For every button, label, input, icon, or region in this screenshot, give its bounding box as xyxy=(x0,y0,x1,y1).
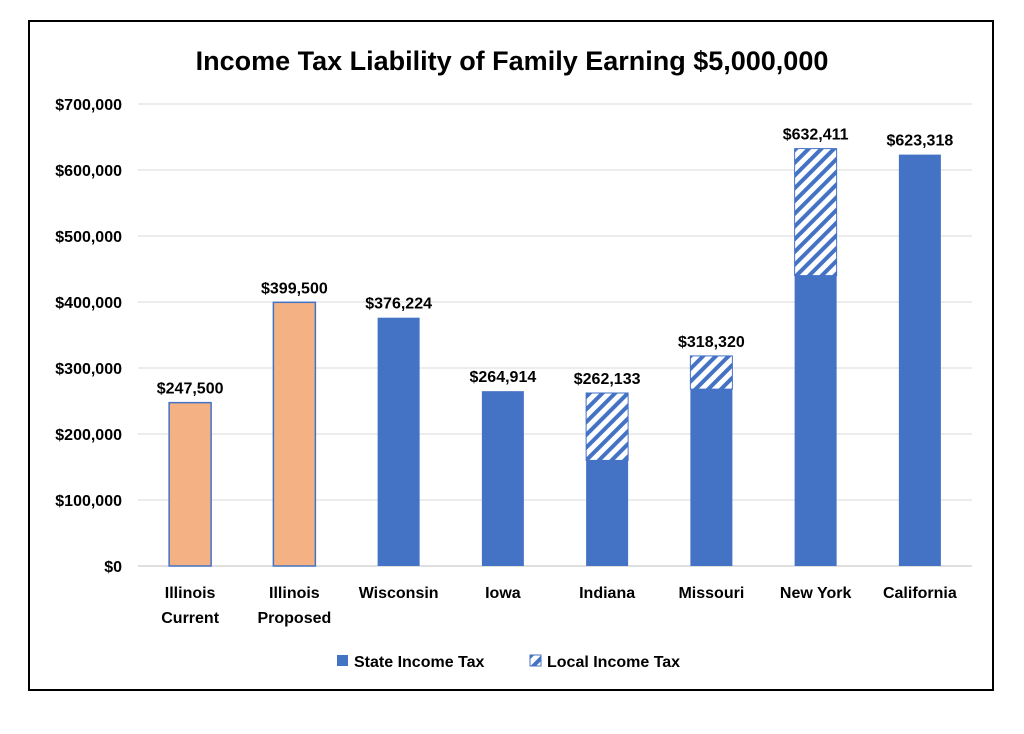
bar-local-tax xyxy=(689,355,733,390)
y-tick-label: $500,000 xyxy=(55,229,122,246)
gridlines xyxy=(138,103,972,567)
bar-local-tax xyxy=(794,148,838,277)
data-labels: $247,500 $399,500 $376,224 $264,914 $262,133… xyxy=(157,127,954,398)
bar-state-tax xyxy=(168,401,212,567)
x-tick-label: Illinois xyxy=(165,585,216,602)
bar-state-tax xyxy=(481,391,524,566)
data-label: $632,411 xyxy=(783,127,849,144)
bar-state-tax xyxy=(690,389,733,566)
bar-state-tax xyxy=(377,317,420,566)
y-tick-label: $400,000 xyxy=(55,295,122,312)
x-tick-label: Iowa xyxy=(485,585,521,602)
legend-label-state: State Income Tax xyxy=(354,654,485,671)
x-axis-ticks: Illinois Current Illinois Proposed Wisconsin… xyxy=(161,585,957,627)
legend-swatch-local xyxy=(529,654,542,667)
x-tick-label: California xyxy=(883,585,957,602)
y-tick-label: $100,000 xyxy=(55,493,122,510)
data-label: $399,500 xyxy=(261,280,328,297)
y-axis-ticks: $0 $100,000 $200,000 $300,000 $400,000 $500,0… xyxy=(55,97,122,576)
x-tick-label: Wisconsin xyxy=(359,585,439,602)
y-tick-label: $300,000 xyxy=(55,361,122,378)
data-label: $247,500 xyxy=(157,381,224,398)
bar-state-tax xyxy=(898,154,941,567)
legend-label-local: Local Income Tax xyxy=(547,654,680,671)
x-tick-label: Current xyxy=(161,610,219,627)
x-tick-label: Proposed xyxy=(257,610,331,627)
bar-state-tax xyxy=(794,275,837,566)
bar-state-tax xyxy=(586,460,629,566)
bar-state-tax xyxy=(272,301,317,567)
y-tick-label: $600,000 xyxy=(55,163,122,180)
y-tick-label: $0 xyxy=(104,559,122,576)
data-label: $262,133 xyxy=(574,371,641,388)
bars xyxy=(168,148,941,567)
data-label: $264,914 xyxy=(470,369,537,386)
legend: State Income Tax Local Income Tax xyxy=(337,654,680,671)
y-tick-label: $200,000 xyxy=(55,427,122,444)
x-tick-label: New York xyxy=(780,585,852,602)
x-tick-label: Illinois xyxy=(269,585,320,602)
y-tick-label: $700,000 xyxy=(55,97,122,114)
legend-swatch-state xyxy=(337,655,348,666)
bar-local-tax xyxy=(585,392,629,461)
x-tick-label: Indiana xyxy=(579,585,635,602)
data-label: $318,320 xyxy=(678,334,745,351)
data-label: $623,318 xyxy=(887,133,954,150)
x-tick-label: Missouri xyxy=(678,585,744,602)
chart-title: Income Tax Liability of Family Earning $… xyxy=(196,46,829,76)
data-label: $376,224 xyxy=(365,296,432,313)
